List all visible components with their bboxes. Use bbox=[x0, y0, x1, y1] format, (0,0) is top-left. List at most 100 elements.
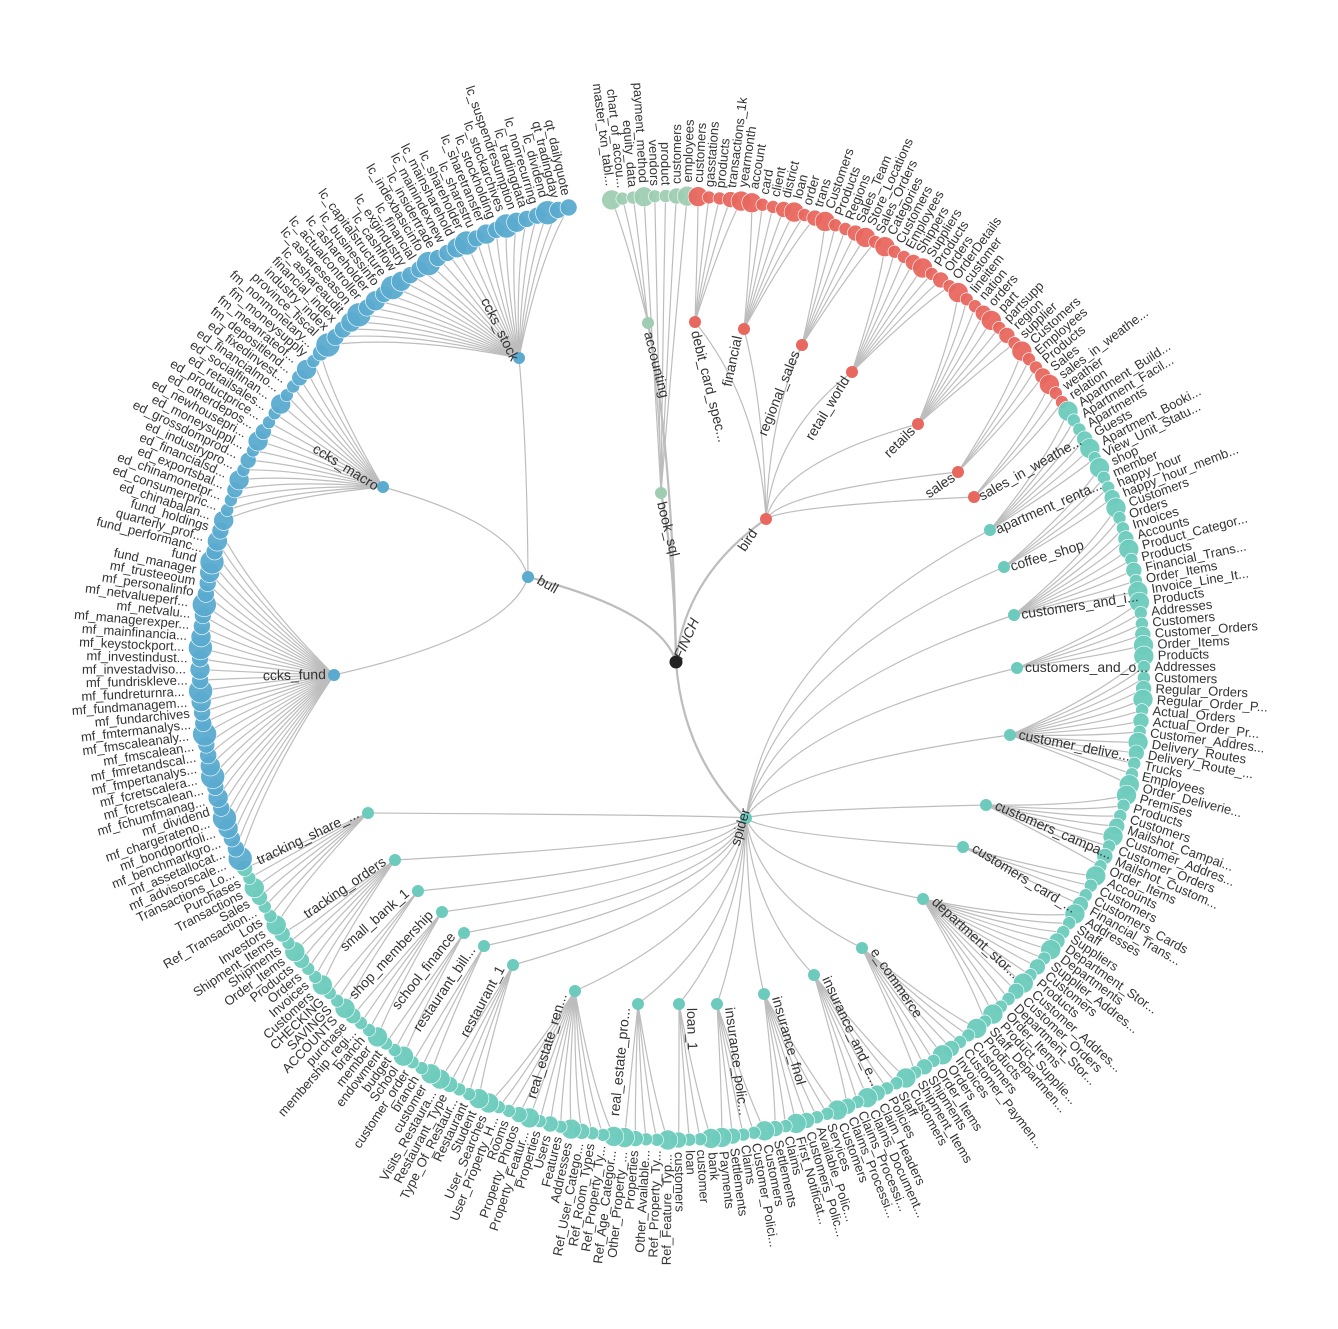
database-label: customers_and_i... bbox=[1020, 588, 1139, 622]
database-node[interactable] bbox=[389, 854, 401, 866]
table-label: Other_Available... bbox=[632, 1149, 653, 1253]
table-label: Ref_Feature_Typ... bbox=[659, 1154, 675, 1265]
database-node[interactable] bbox=[478, 940, 490, 952]
database-node[interactable] bbox=[689, 316, 701, 328]
database-node[interactable] bbox=[377, 481, 389, 493]
table-node[interactable] bbox=[559, 198, 578, 217]
table-label: Regular_Order_P... bbox=[1156, 692, 1268, 714]
database-node[interactable] bbox=[796, 339, 808, 351]
database-label: retail_world bbox=[802, 373, 853, 442]
table-label: mf_mainfinancia... bbox=[81, 621, 187, 643]
table-label: customers bbox=[669, 123, 685, 184]
database-node[interactable] bbox=[998, 561, 1010, 573]
table-label: customer bbox=[694, 1149, 712, 1204]
database-node[interactable] bbox=[436, 906, 448, 918]
database-node[interactable] bbox=[1004, 729, 1016, 741]
database-node[interactable] bbox=[655, 487, 667, 499]
table-label: mf_investadviso... bbox=[82, 661, 186, 676]
database-label: insurance_and_e... bbox=[819, 974, 883, 1089]
database-node[interactable] bbox=[952, 466, 964, 478]
hub-node[interactable] bbox=[522, 571, 534, 583]
table-label: Order_Items bbox=[1157, 633, 1230, 652]
database-node[interactable] bbox=[642, 317, 654, 329]
database-label: customers_campa... bbox=[993, 797, 1115, 862]
database-label: customers_card_... bbox=[969, 840, 1079, 916]
table-label: Customer_Orders bbox=[1154, 618, 1259, 640]
database-label: real_estate_ren... bbox=[523, 991, 570, 1100]
database-node[interactable] bbox=[507, 959, 519, 971]
database-label: retails bbox=[880, 423, 918, 461]
table-label: client bbox=[767, 165, 788, 198]
database-node[interactable] bbox=[980, 799, 992, 811]
database-label: customers_and_o... bbox=[1025, 659, 1148, 675]
database-node[interactable] bbox=[917, 893, 929, 905]
database-label: insurance_fnol bbox=[769, 994, 809, 1086]
table-label: customers bbox=[691, 122, 709, 183]
database-node[interactable] bbox=[912, 418, 924, 430]
database-node[interactable] bbox=[513, 352, 525, 364]
database-label: financial bbox=[719, 334, 745, 388]
database-label: department_stor... bbox=[929, 893, 1023, 981]
database-node[interactable] bbox=[711, 998, 723, 1010]
hub-node[interactable] bbox=[740, 812, 752, 824]
table-label: mf_keystockport... bbox=[79, 634, 185, 654]
database-label: insurance_polic... bbox=[722, 1006, 752, 1116]
table-label: gasstations bbox=[702, 120, 722, 187]
database-label: regional_sales bbox=[754, 348, 803, 438]
table-label: Ref_Property_Ty... bbox=[645, 1150, 663, 1258]
database-node[interactable] bbox=[1011, 662, 1023, 674]
database-node[interactable] bbox=[673, 998, 685, 1010]
table-label: mf_fundreturnra... bbox=[81, 684, 185, 704]
table-label: mf_investindust... bbox=[86, 648, 187, 665]
database-node[interactable] bbox=[856, 942, 868, 954]
table-label: Products bbox=[1152, 585, 1205, 607]
table-label: Addresses bbox=[1154, 659, 1216, 674]
table-label: Customers bbox=[1152, 609, 1216, 630]
database-node[interactable] bbox=[846, 366, 858, 378]
table-label: products bbox=[713, 137, 733, 189]
database-node[interactable] bbox=[1008, 609, 1020, 621]
table-label: Claims bbox=[738, 1144, 759, 1186]
database-node[interactable] bbox=[984, 524, 996, 536]
database-node[interactable] bbox=[458, 927, 470, 939]
table-label: mf_fundriskleve... bbox=[86, 673, 188, 691]
database-node[interactable] bbox=[968, 491, 980, 503]
table-label: Actual_Orders bbox=[1152, 703, 1237, 725]
table-label: bank bbox=[705, 1152, 722, 1182]
database-node[interactable] bbox=[758, 988, 770, 1000]
database-node[interactable] bbox=[569, 985, 581, 997]
table-label: Regular_Orders bbox=[1155, 681, 1249, 700]
table-label: Payments bbox=[716, 1150, 737, 1210]
database-node[interactable] bbox=[412, 885, 424, 897]
table-label: loan bbox=[790, 173, 811, 201]
table-label: Customers bbox=[1154, 670, 1218, 686]
table-label: equity_data bbox=[620, 119, 641, 188]
table-label: Products bbox=[1158, 646, 1210, 662]
database-label: customer_delive... bbox=[1017, 726, 1132, 764]
database-node[interactable] bbox=[328, 669, 340, 681]
table-label: card bbox=[757, 168, 777, 196]
root-node[interactable] bbox=[669, 655, 683, 669]
table-label: Addresses bbox=[1150, 597, 1213, 619]
database-node[interactable] bbox=[808, 969, 820, 981]
table-label: Properties bbox=[622, 1149, 642, 1210]
table-label: vendors bbox=[646, 139, 663, 186]
hub-label: bull bbox=[535, 572, 562, 597]
table-label: product bbox=[658, 142, 674, 186]
table-label: fund bbox=[170, 545, 198, 565]
database-label: loan_1 bbox=[684, 1008, 701, 1051]
table-label: payment_method bbox=[630, 82, 651, 183]
database-node[interactable] bbox=[632, 998, 644, 1010]
database-label: e_commerce bbox=[868, 945, 927, 1021]
database-node[interactable] bbox=[738, 323, 750, 335]
database-label: book_sql bbox=[654, 500, 683, 558]
database-node[interactable] bbox=[957, 841, 969, 853]
table-label: employees bbox=[680, 119, 697, 183]
hub-node[interactable] bbox=[760, 513, 772, 525]
table-label: customers bbox=[672, 1152, 688, 1213]
hub-label: bird bbox=[734, 526, 760, 554]
database-node[interactable] bbox=[362, 807, 374, 819]
table-label: loan bbox=[683, 1150, 699, 1175]
tree-links bbox=[199, 195, 1145, 1141]
